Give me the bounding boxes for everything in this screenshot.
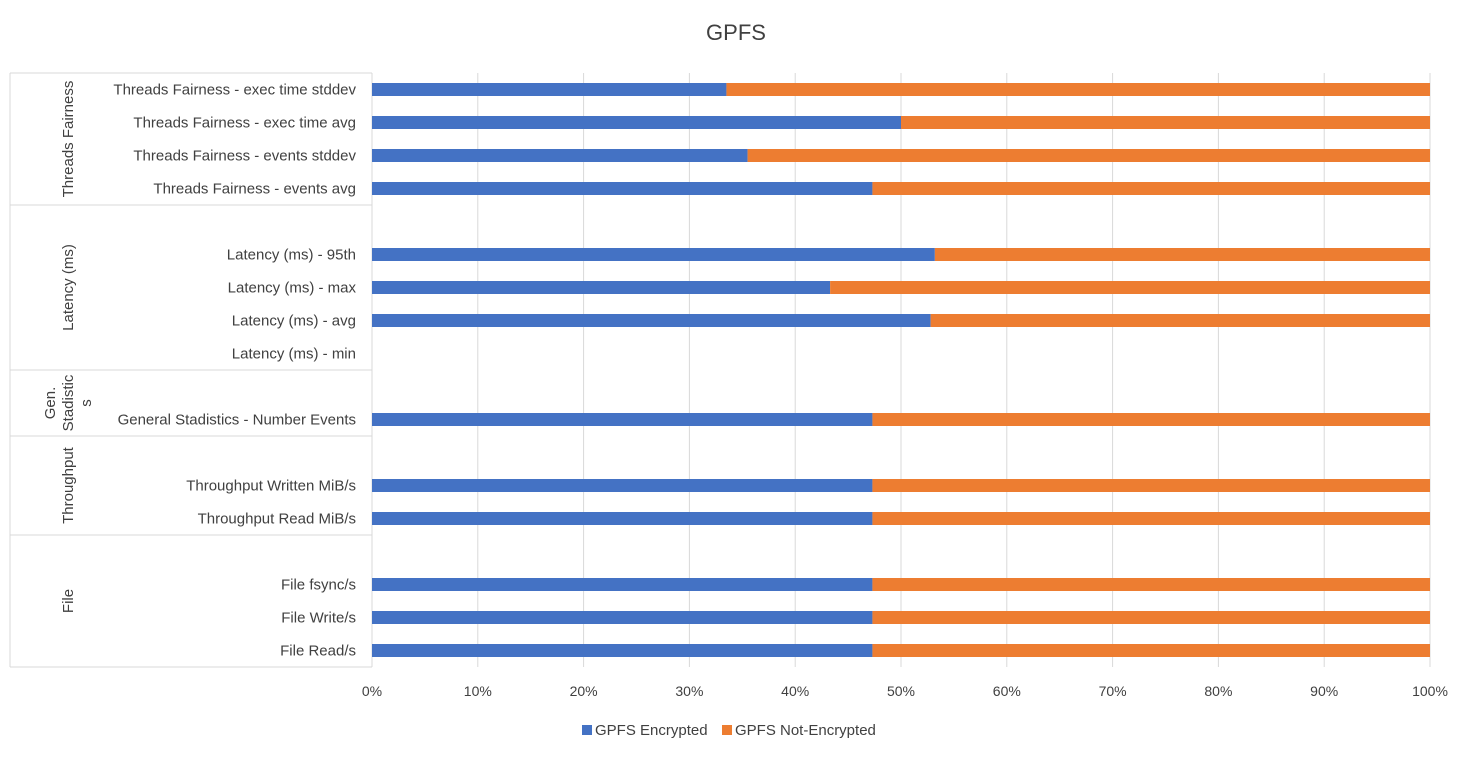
- x-tick-label: 20%: [570, 683, 598, 699]
- category-label: Latency (ms) - min: [232, 346, 356, 363]
- bar-encrypted: [372, 248, 935, 261]
- legend-swatch: [582, 725, 592, 735]
- bar-not-encrypted: [901, 116, 1430, 129]
- category-label: Throughput Read MiB/s: [198, 511, 356, 528]
- x-tick-label: 60%: [993, 683, 1021, 699]
- category-label: File fsync/s: [281, 577, 356, 594]
- legend-swatch: [722, 725, 732, 735]
- legend-label: GPFS Not-Encrypted: [735, 722, 876, 739]
- category-label: Threads Fairness - exec time avg: [133, 115, 356, 132]
- category-label: General Stadistics - Number Events: [118, 412, 356, 429]
- x-tick-label: 70%: [1099, 683, 1127, 699]
- bar-not-encrypted: [872, 479, 1430, 492]
- category-label: Threads Fairness - events avg: [153, 181, 356, 198]
- bar-not-encrypted: [872, 182, 1430, 195]
- x-tick-label: 30%: [675, 683, 703, 699]
- bar-encrypted: [372, 644, 873, 657]
- category-label: Threads Fairness - exec time stddev: [113, 82, 356, 99]
- x-tick-label: 0%: [362, 683, 382, 699]
- bar-not-encrypted: [872, 512, 1430, 525]
- bar-encrypted: [372, 479, 873, 492]
- x-tick-label: 90%: [1310, 683, 1338, 699]
- bar-encrypted: [372, 578, 873, 591]
- bar-not-encrypted: [830, 281, 1430, 294]
- legend: GPFS Encrypted GPFS Not-Encrypted: [582, 722, 876, 739]
- bar-encrypted: [372, 413, 873, 426]
- bar-not-encrypted: [872, 611, 1430, 624]
- x-axis-ticks: 0% 10% 20% 30% 40% 50% 60% 70% 80% 90% 100%: [362, 683, 1448, 699]
- category-label: File Write/s: [281, 610, 356, 627]
- group-label: Stadistic: [60, 374, 77, 431]
- category-label: File Read/s: [280, 643, 356, 660]
- x-tick-label: 100%: [1412, 683, 1448, 699]
- group-label: Throughput: [60, 446, 77, 524]
- bar-encrypted: [372, 611, 873, 624]
- category-label: Latency (ms) - 95th: [227, 247, 356, 264]
- group-label: File: [60, 589, 77, 613]
- chart-title: GPFS: [706, 20, 766, 45]
- bar-not-encrypted: [872, 644, 1430, 657]
- group-labels: Threads Fairness Latency (ms) Gen. Stadisti…: [42, 81, 95, 613]
- bar-encrypted: [372, 83, 727, 96]
- category-label: Latency (ms) - max: [228, 280, 357, 297]
- bar-encrypted: [372, 281, 831, 294]
- bar-not-encrypted: [930, 314, 1430, 327]
- category-label: Throughput Written MiB/s: [186, 478, 356, 495]
- group-label: Gen.: [42, 387, 59, 420]
- group-label: s: [78, 399, 95, 407]
- bar-encrypted: [372, 149, 748, 162]
- bar-not-encrypted: [872, 413, 1430, 426]
- x-tick-label: 10%: [464, 683, 492, 699]
- bar-encrypted: [372, 116, 901, 129]
- legend-label: GPFS Encrypted: [595, 722, 708, 739]
- bar-not-encrypted: [934, 248, 1430, 261]
- x-tick-label: 80%: [1204, 683, 1232, 699]
- category-label: Latency (ms) - avg: [232, 313, 356, 330]
- bar-encrypted: [372, 182, 873, 195]
- category-label: Threads Fairness - events stddev: [133, 148, 356, 165]
- group-label: Threads Fairness: [60, 81, 77, 198]
- grid-layer: [9, 72, 1431, 668]
- bar-not-encrypted: [747, 149, 1430, 162]
- bar-not-encrypted: [726, 83, 1430, 96]
- x-tick-label: 50%: [887, 683, 915, 699]
- x-tick-label: 40%: [781, 683, 809, 699]
- bar-encrypted: [372, 314, 931, 327]
- bars-layer: [372, 83, 1430, 657]
- bar-encrypted: [372, 512, 873, 525]
- bar-not-encrypted: [872, 578, 1430, 591]
- group-label: Latency (ms): [60, 244, 77, 331]
- category-labels: Threads Fairness - exec time stddev Threa…: [113, 82, 356, 660]
